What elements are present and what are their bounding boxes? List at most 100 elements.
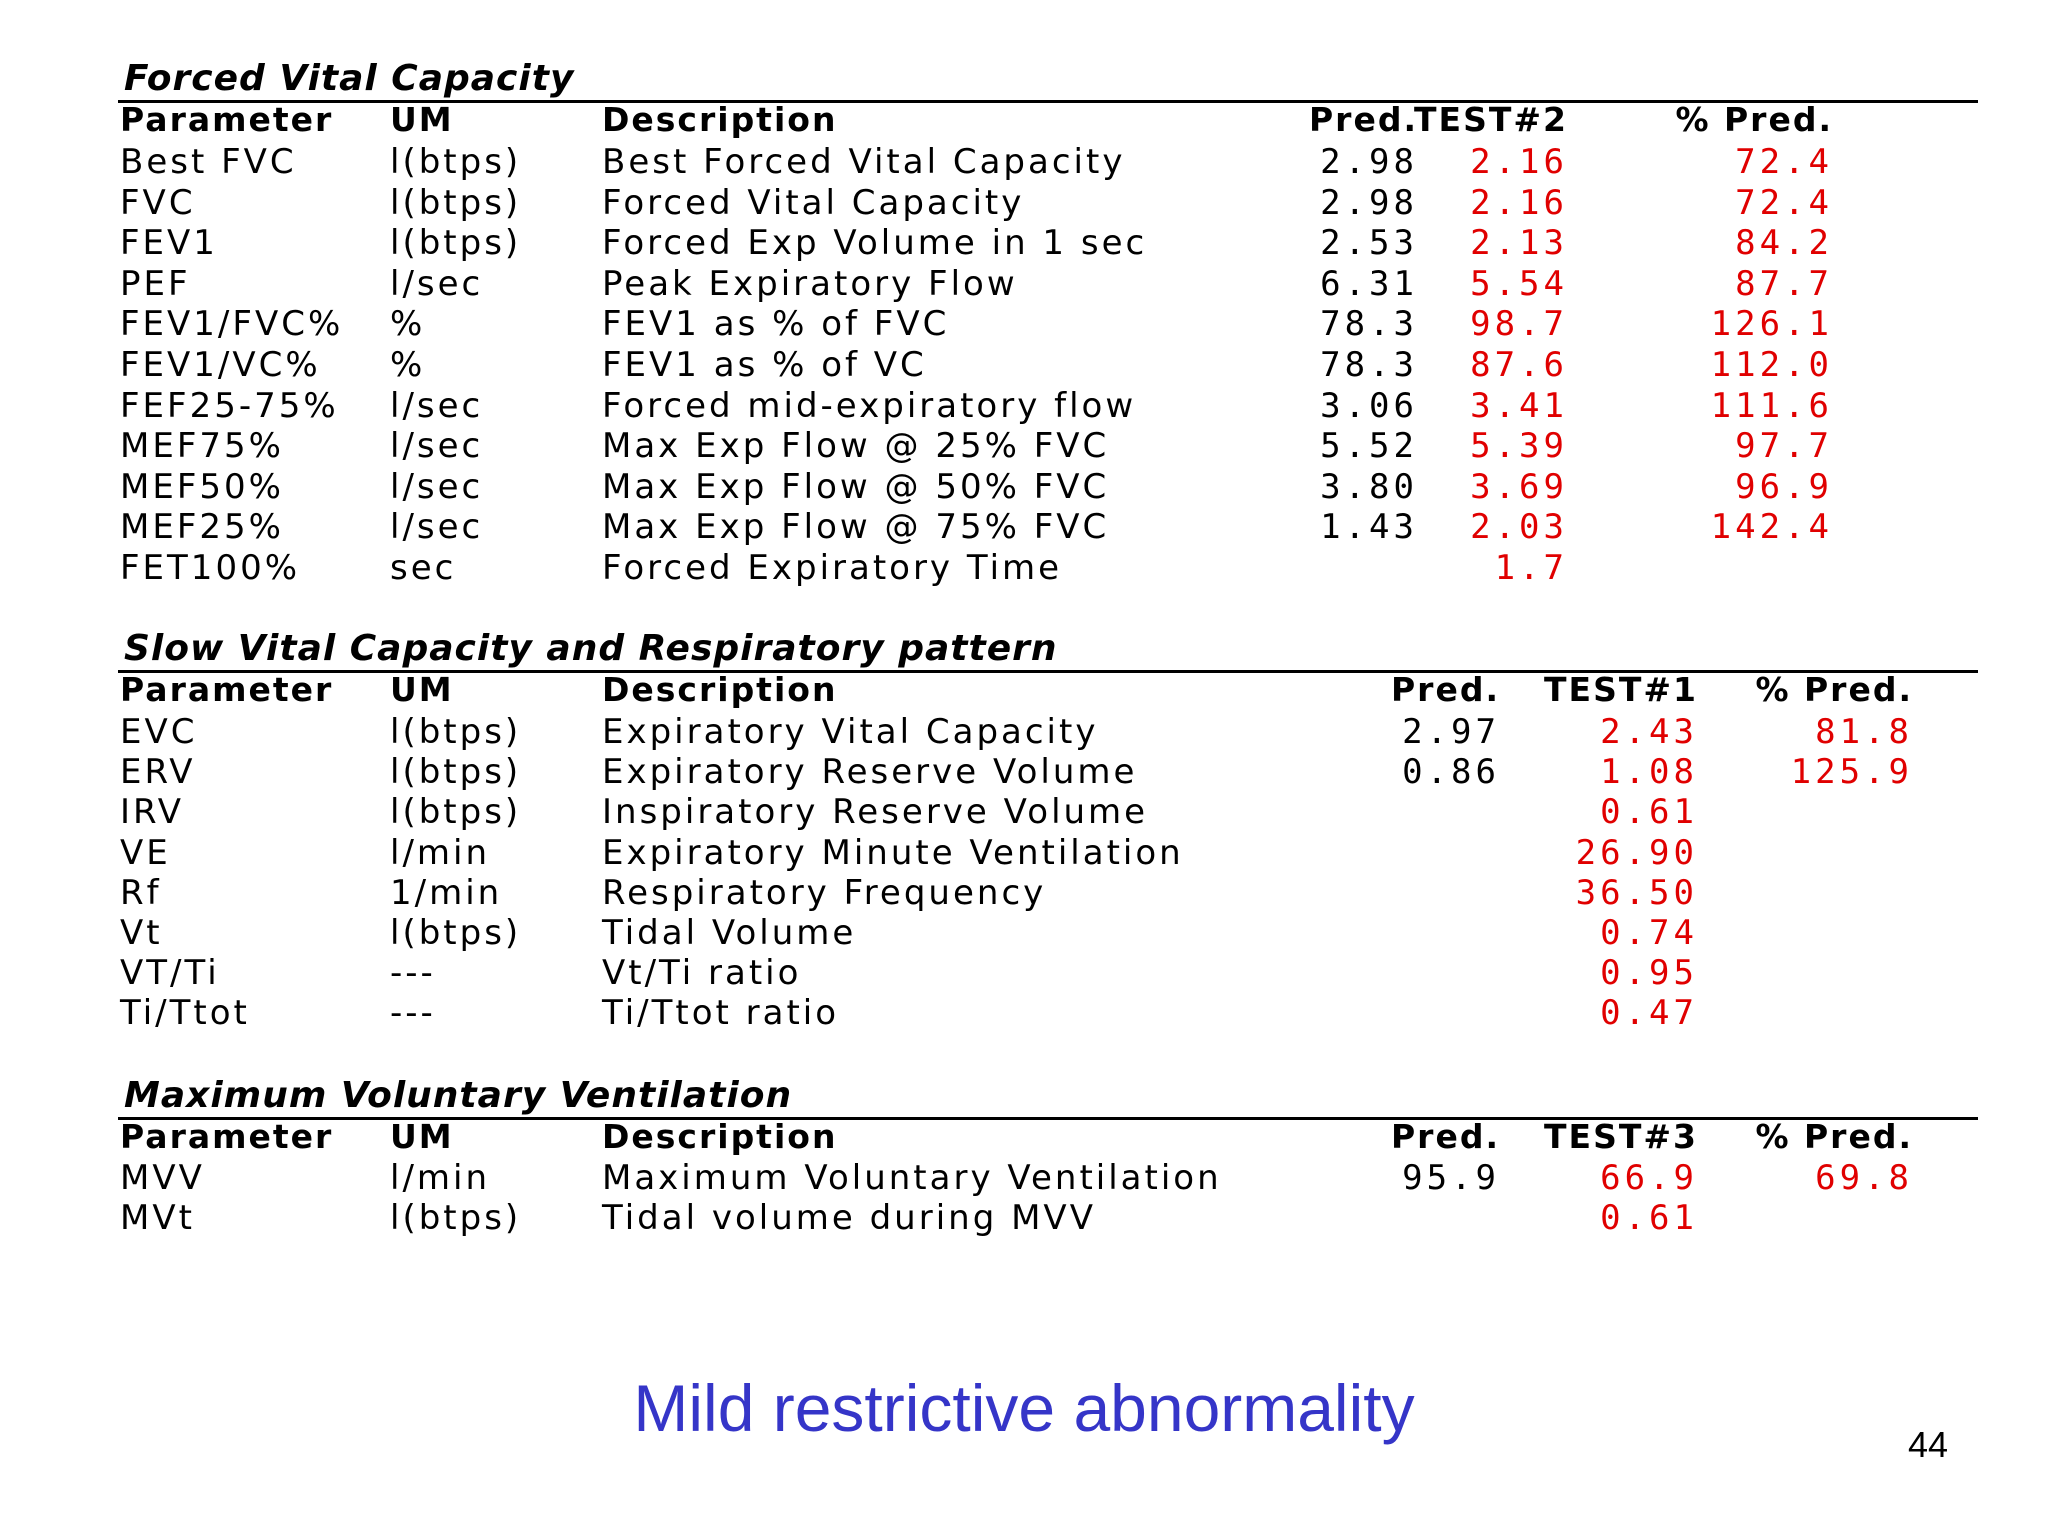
table-row: MEF50% l/sec Max Exp Flow @ 50% FVC 3.80 3.6… — [118, 467, 1978, 507]
section-rule — [118, 670, 1978, 673]
table-row: MEF75% l/sec Max Exp Flow @ 25% FVC 5.52 5.3… — [118, 426, 1978, 466]
header-pct-pred: % Pred. — [1755, 1117, 1913, 1156]
header-description: Description — [602, 100, 838, 139]
pct-pred-value: 97.7 — [1735, 426, 1833, 467]
test-value: 0.74 — [1600, 913, 1698, 953]
parameter-cell: FEV1 — [120, 223, 218, 264]
header-description: Description — [602, 670, 838, 709]
header-pred: Pred. — [1391, 670, 1500, 709]
table-header-row: Parameter UM Description Pred. TEST#2 % Pred. — [118, 100, 1978, 140]
um-cell: % — [390, 304, 426, 345]
table-row: FEF25-75% l/sec Forced mid-expiratory flow… — [118, 386, 1978, 426]
pred-value: 5.52 — [1320, 426, 1418, 467]
parameter-cell: PEF — [120, 263, 191, 304]
description-cell: Forced Expiratory Time — [602, 548, 1063, 588]
um-cell: l/sec — [390, 507, 484, 548]
test-value: 3.41 — [1470, 385, 1568, 426]
pct-pred-value: 87.7 — [1735, 263, 1833, 304]
description-cell: Expiratory Minute Ventilation — [602, 832, 1184, 873]
test-value: 2.16 — [1470, 142, 1568, 182]
pct-pred-value: 84.2 — [1735, 223, 1833, 264]
header-um: UM — [390, 670, 454, 709]
um-cell: l(btps) — [390, 792, 522, 833]
table-row: Rf 1/min Respiratory Frequency 36.50 — [118, 873, 1978, 913]
test-value: 1.7 — [1494, 548, 1568, 588]
um-cell: l/sec — [390, 426, 484, 467]
um-cell: l(btps) — [390, 182, 522, 223]
test-value: 2.13 — [1470, 223, 1568, 264]
pct-pred-value: 142.4 — [1710, 507, 1833, 548]
header-pct-pred: % Pred. — [1755, 670, 1913, 709]
um-cell: l(btps) — [390, 1198, 522, 1238]
parameter-cell: EVC — [120, 712, 198, 752]
table-row: MEF25% l/sec Max Exp Flow @ 75% FVC 1.43 2.0… — [118, 507, 1978, 547]
table-row: PEF l/sec Peak Expiratory Flow 6.31 5.54 87.7 — [118, 264, 1978, 304]
description-cell: Forced mid-expiratory flow — [602, 385, 1137, 426]
test-value: 0.61 — [1600, 1198, 1698, 1238]
mvv-section: Maximum Voluntary Ventilation Parameter UM… — [118, 1075, 1978, 1238]
table-row: FVC l(btps) Forced Vital Capacity 2.98 2.16 7… — [118, 183, 1978, 223]
table-row: MVt l(btps) Tidal volume during MVV 0.61 — [118, 1198, 1978, 1238]
pct-pred-value: 72.4 — [1735, 142, 1833, 182]
header-test: TEST#1 — [1544, 670, 1698, 709]
pred-value: 3.06 — [1320, 385, 1418, 426]
pct-pred-value: 96.9 — [1735, 466, 1833, 507]
fvc-section-title: Forced Vital Capacity — [124, 58, 575, 99]
pct-pred-value: 126.1 — [1710, 304, 1833, 345]
description-cell: Expiratory Vital Capacity — [602, 712, 1099, 752]
test-value: 26.90 — [1575, 832, 1698, 873]
description-cell: FEV1 as % of VC — [602, 345, 927, 385]
table-row: Vt l(btps) Tidal Volume 0.74 — [118, 913, 1978, 953]
pred-value: 3.80 — [1320, 466, 1418, 507]
table-row: FEV1/VC%% FEV1 as % of VC 78.3 87.6 112.0 — [118, 345, 1978, 385]
table-header-row: Parameter UM Description Pred. TEST#1 % Pred. — [118, 670, 1978, 710]
table-row: IRV l(btps) Inspiratory Reserve Volume 0.61 — [118, 792, 1978, 832]
description-cell: Ti/Ttot ratio — [602, 993, 840, 1034]
parameter-cell: VE — [120, 832, 171, 873]
parameter-cell: Rf — [120, 872, 162, 913]
parameter-cell: FVC — [120, 182, 196, 223]
parameter-cell: MEF50% — [120, 466, 284, 507]
parameter-cell: VT/Ti — [120, 953, 220, 994]
header-description: Description — [602, 1117, 838, 1156]
um-cell: l/sec — [390, 263, 484, 304]
table-row: MVV l/min Maximum Voluntary Ventilation 95.… — [118, 1158, 1978, 1198]
pred-value: 1.43 — [1320, 507, 1418, 548]
um-cell: l(btps) — [390, 752, 522, 793]
um-cell: l/sec — [390, 385, 484, 426]
parameter-cell: IRV — [120, 792, 185, 833]
table-row: FEV1 l(btps) Forced Exp Volume in 1 sec 2.5… — [118, 223, 1978, 263]
pred-value: 78.3 — [1320, 304, 1418, 345]
test-value: 5.39 — [1470, 426, 1568, 467]
section-rule — [118, 100, 1978, 103]
pct-pred-value: 69.8 — [1815, 1158, 1913, 1198]
pct-pred-value: 72.4 — [1735, 182, 1833, 223]
header-pct-pred: % Pred. — [1675, 100, 1833, 139]
description-cell: Max Exp Flow @ 25% FVC — [602, 426, 1110, 467]
header-test: TEST#3 — [1544, 1117, 1698, 1156]
test-value: 98.7 — [1470, 304, 1568, 345]
pred-value: 2.98 — [1320, 182, 1418, 223]
header-parameter: Parameter — [120, 670, 334, 709]
parameter-cell: Vt — [120, 913, 163, 953]
header-parameter: Parameter — [120, 1117, 334, 1156]
test-value: 66.9 — [1600, 1158, 1698, 1198]
test-value: 2.43 — [1600, 712, 1698, 752]
test-value: 0.95 — [1600, 953, 1698, 994]
description-cell: Vt/Ti ratio — [602, 953, 802, 994]
table-row: VT/Ti --- Vt/Ti ratio 0.95 — [118, 953, 1978, 993]
pred-value: 95.9 — [1402, 1158, 1500, 1198]
pred-value: 2.98 — [1320, 142, 1418, 182]
pred-value: 6.31 — [1320, 263, 1418, 304]
test-value: 2.16 — [1470, 182, 1568, 223]
pct-pred-value: 111.6 — [1710, 385, 1833, 426]
header-um: UM — [390, 1117, 454, 1156]
conclusion-text: Mild restrictive abnormality — [633, 1371, 1415, 1445]
um-cell: l(btps) — [390, 223, 522, 264]
um-cell: --- — [390, 993, 436, 1034]
description-cell: Best Forced Vital Capacity — [602, 142, 1126, 182]
test-value: 87.6 — [1470, 345, 1568, 385]
test-value: 36.50 — [1575, 872, 1698, 913]
description-cell: Forced Vital Capacity — [602, 182, 1025, 223]
pct-pred-value: 112.0 — [1710, 345, 1833, 385]
